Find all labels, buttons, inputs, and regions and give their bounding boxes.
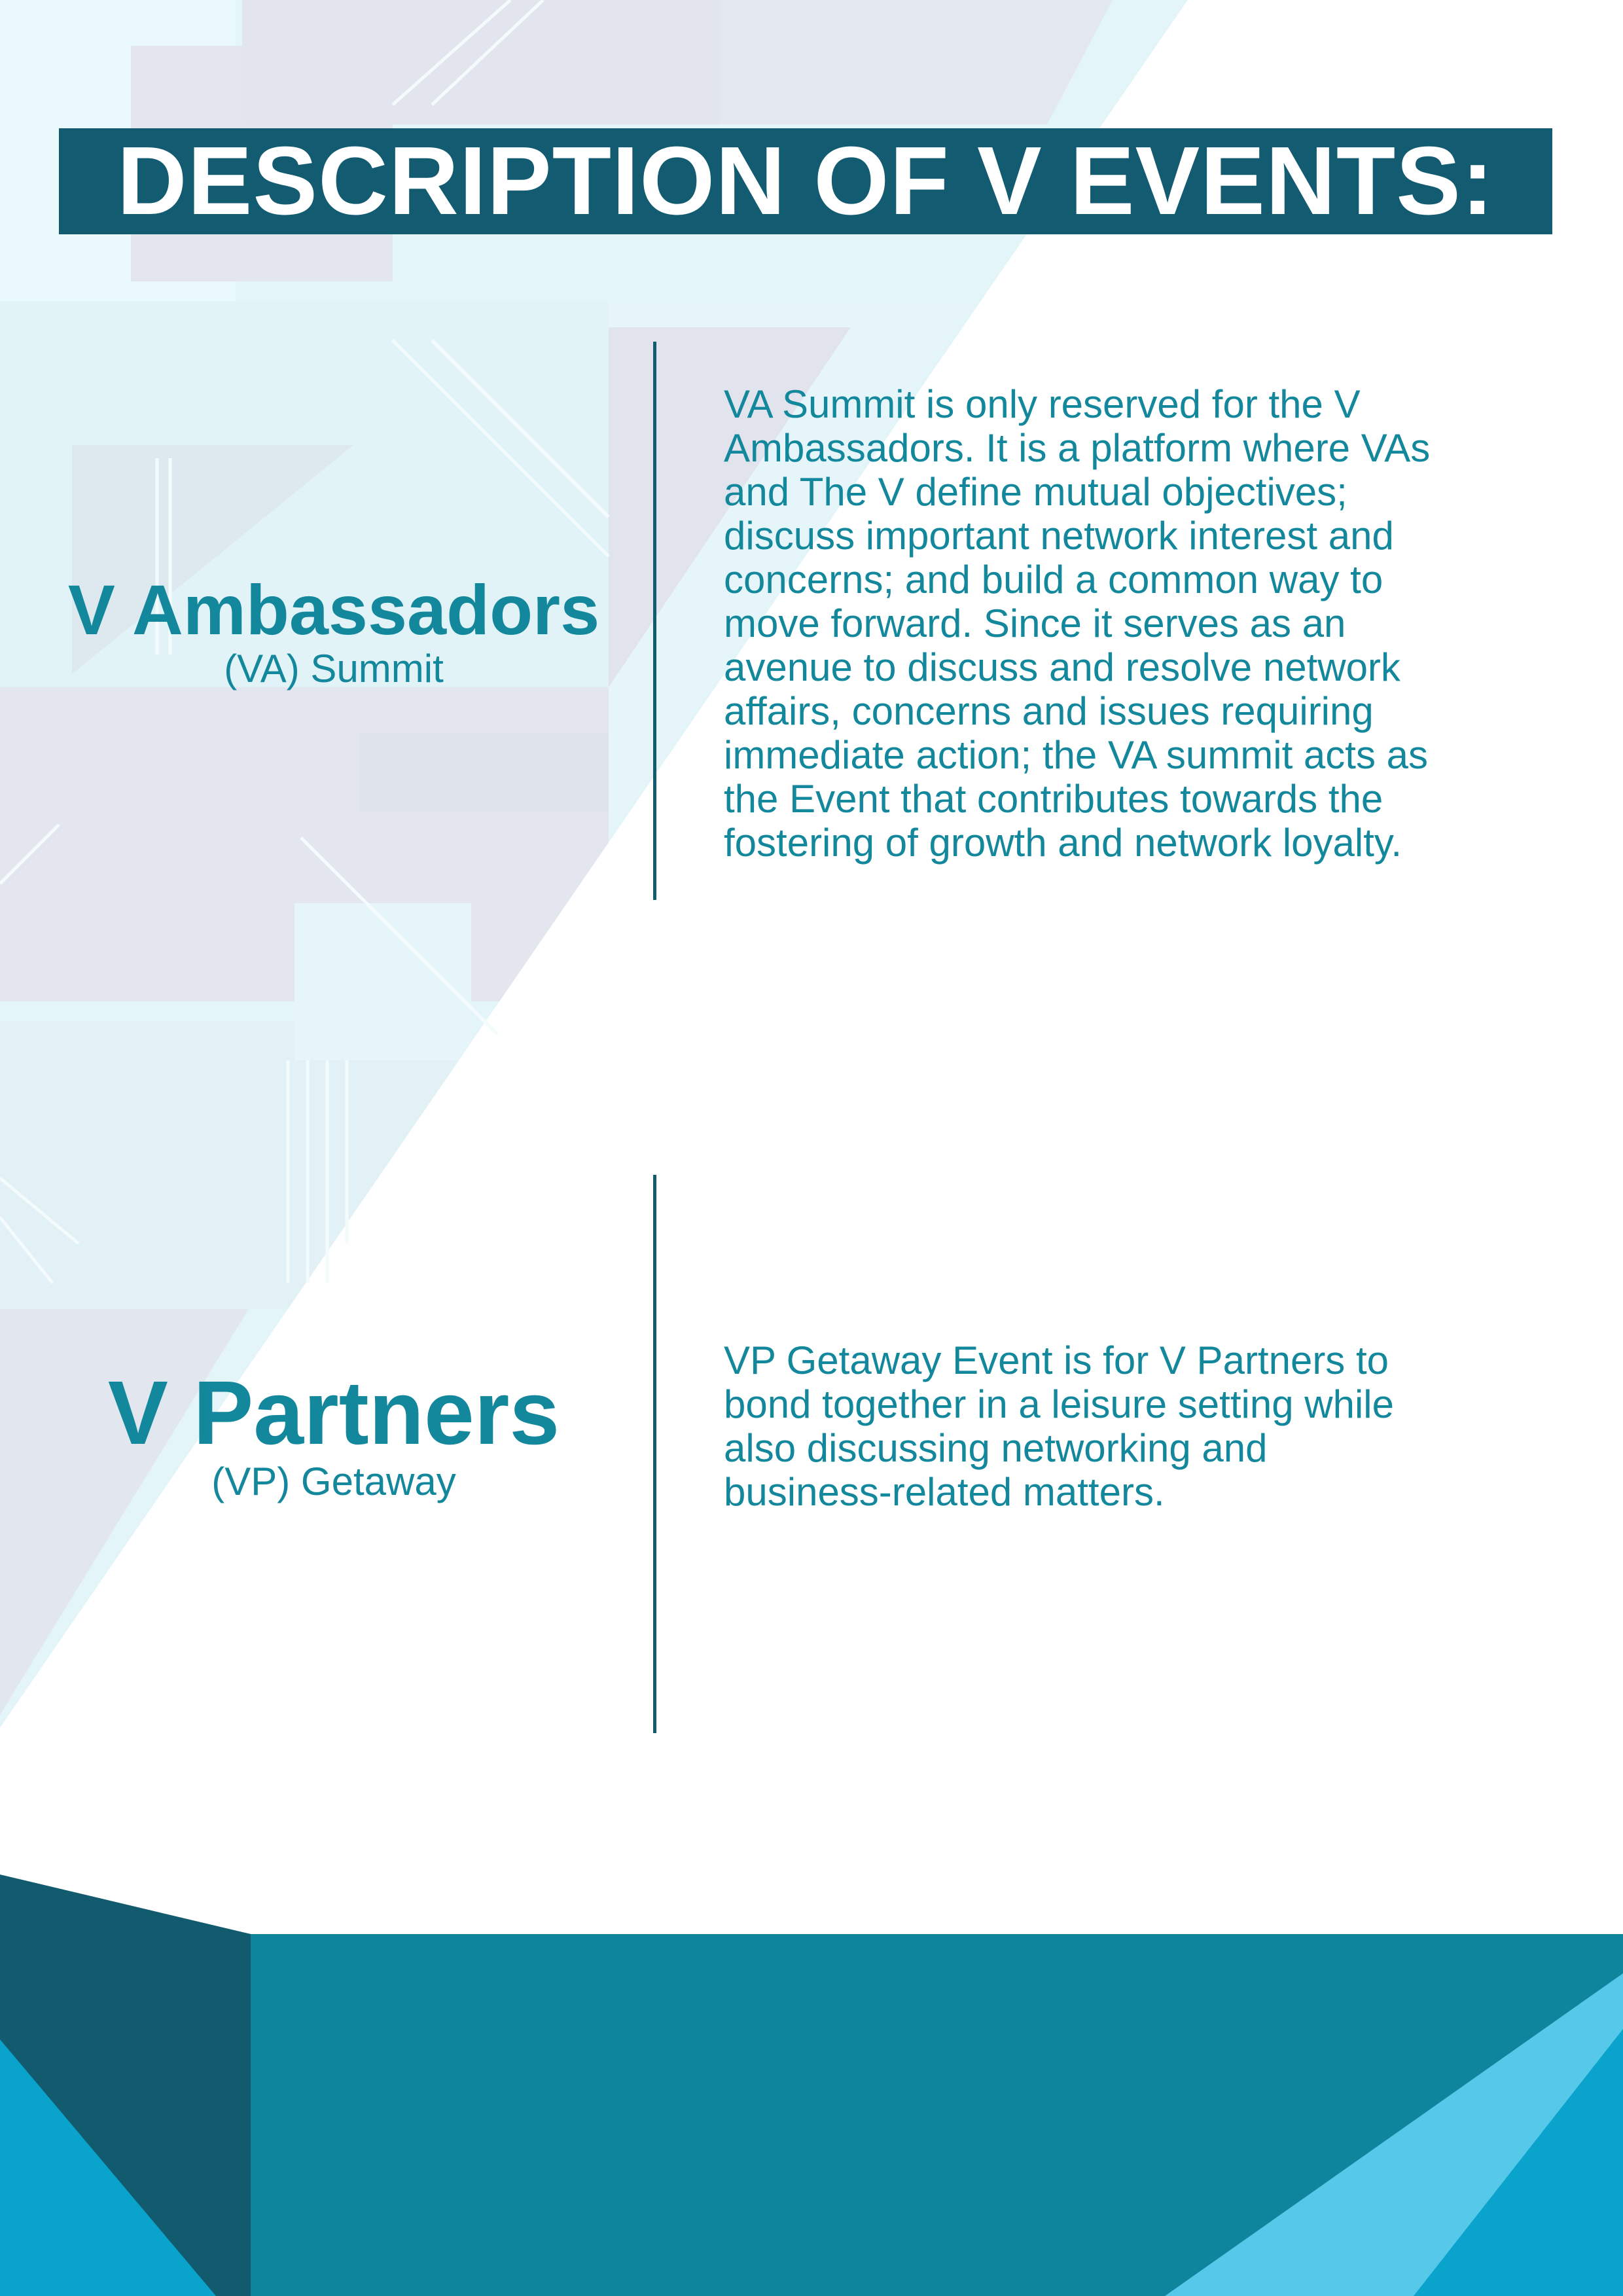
description-line: Ambassadors. It is a platform where VAs <box>724 426 1431 470</box>
event-description-va: VA Summit is only reserved for the V Amb… <box>724 382 1568 865</box>
pattern-block <box>360 733 609 812</box>
event-name: V Ambassadors <box>67 570 600 649</box>
vertical-divider <box>653 342 656 900</box>
pattern-block <box>72 445 353 674</box>
white-field <box>0 0 1623 1937</box>
description-line: and The V define mutual objectives; <box>724 470 1347 514</box>
description-line: also discussing networking and <box>724 1426 1268 1470</box>
event-description-vp: VP Getaway Event is for V Partners to bo… <box>724 1338 1568 1514</box>
pattern-block <box>242 0 720 124</box>
footer-left-blue <box>0 2039 216 2296</box>
event-heading-vp: V Partners (VP) Getaway <box>26 1368 641 1501</box>
event-heading-va: V Ambassadors (VA) Summit <box>26 575 641 689</box>
pattern-block <box>294 903 471 1060</box>
description-line: business-related matters. <box>724 1470 1165 1514</box>
description-line: VA Summit is only reserved for the V <box>724 382 1361 426</box>
vertical-divider <box>653 1175 656 1733</box>
page-title: DESCRIPTION OF V EVENTS: <box>116 127 1495 235</box>
description-line: move forward. Since it serves as an <box>724 601 1346 645</box>
event-name: V Partners <box>107 1363 560 1463</box>
description-line: immediate action; the VA summit acts as <box>724 733 1428 777</box>
pattern-block <box>609 327 851 687</box>
description-line: affairs, concerns and issues requiring <box>724 689 1374 733</box>
description-line: bond together in a leisure setting while <box>724 1382 1394 1426</box>
description-line: concerns; and build a common way to <box>724 558 1383 601</box>
pattern-block <box>0 1309 249 1715</box>
footer-main-band <box>251 1934 1623 2296</box>
description-line: fostering of growth and network loyalty. <box>724 821 1402 865</box>
description-line: the Event that contributes towards the <box>724 777 1383 821</box>
title-banner: DESCRIPTION OF V EVENTS: <box>59 127 1552 235</box>
pattern-lines <box>0 0 610 1284</box>
pattern-block <box>720 0 1113 124</box>
event-subtitle: (VP) Getaway <box>211 1460 456 1503</box>
description-line: discuss important network interest and <box>724 514 1394 558</box>
footer-right-blue <box>1414 2029 1623 2296</box>
description-line: VP Getaway Event is for V Partners to <box>724 1338 1389 1382</box>
event-subtitle: (VA) Summit <box>224 647 444 691</box>
description-line: avenue to discuss and resolve network <box>724 645 1400 689</box>
